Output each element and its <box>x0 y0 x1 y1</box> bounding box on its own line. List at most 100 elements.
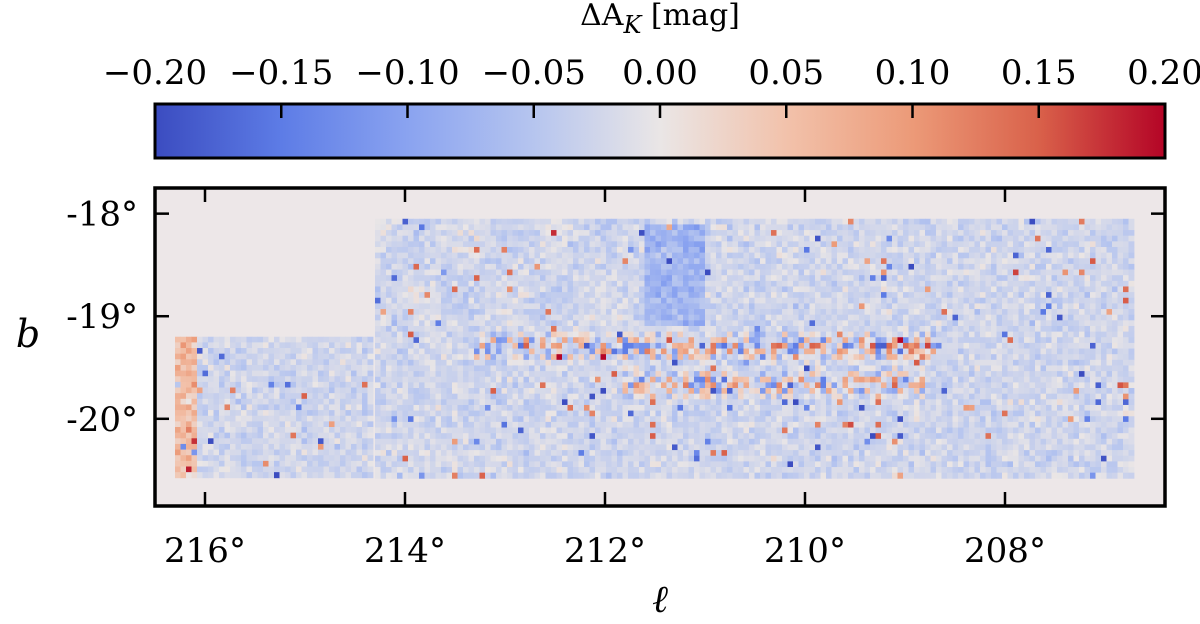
heatmap-cell <box>534 455 541 462</box>
heatmap-cell <box>540 230 546 237</box>
heatmap-cell <box>721 286 728 293</box>
heatmap-cell <box>738 455 744 462</box>
heatmap-cell <box>650 410 656 417</box>
heatmap-cell <box>936 427 942 434</box>
heatmap-cell <box>760 433 766 440</box>
heatmap-cell <box>826 433 832 440</box>
heatmap-cell <box>743 450 750 457</box>
heatmap-cell <box>908 246 915 254</box>
heatmap-cell <box>468 252 475 259</box>
heatmap-cell <box>842 337 849 344</box>
heatmap-cell <box>721 280 728 287</box>
heatmap-cell <box>952 275 959 282</box>
heatmap-cell <box>782 252 788 259</box>
heatmap-cell <box>556 224 563 231</box>
heatmap-cell <box>859 224 865 231</box>
heatmap-cell <box>716 331 722 338</box>
heatmap-cell <box>677 275 684 282</box>
heatmap-cell <box>820 230 827 237</box>
heatmap-cell <box>727 354 733 361</box>
heatmap-cell <box>875 286 882 293</box>
heatmap-cell <box>881 354 887 361</box>
heatmap-cell <box>754 292 761 299</box>
heatmap-cell <box>886 450 893 457</box>
heatmap-cell <box>710 399 717 406</box>
heatmap-cell <box>562 371 568 378</box>
heatmap-cell <box>925 359 931 366</box>
heatmap-cell <box>688 252 695 259</box>
heatmap-cell <box>600 365 607 372</box>
heatmap-cell <box>930 467 937 474</box>
heatmap-cell <box>870 382 876 389</box>
heatmap-cell <box>716 235 722 242</box>
heatmap-cell <box>518 354 524 361</box>
heatmap-cell <box>507 371 513 378</box>
heatmap-cell <box>529 427 535 434</box>
heatmap-cell <box>573 230 579 237</box>
heatmap-cell <box>529 416 535 423</box>
heatmap-cell <box>595 410 601 417</box>
heatmap-cell <box>732 388 739 395</box>
heatmap-cell <box>518 258 524 265</box>
heatmap-cell <box>617 455 623 462</box>
heatmap-cell <box>721 297 728 304</box>
heatmap-cell <box>754 359 761 366</box>
heatmap-cell <box>930 280 937 287</box>
heatmap-cell <box>683 393 689 400</box>
heatmap-cell <box>936 371 942 378</box>
heatmap-cell <box>782 388 788 395</box>
heatmap-cell <box>749 280 755 287</box>
heatmap-cell <box>683 292 689 299</box>
heatmap-cell <box>611 292 618 299</box>
heatmap-cell <box>897 286 904 293</box>
heatmap-cell <box>402 230 409 237</box>
heatmap-cell <box>787 241 794 248</box>
heatmap-cell <box>963 241 970 248</box>
heatmap-cell <box>881 410 887 417</box>
heatmap-cell <box>617 314 623 321</box>
heatmap-cell <box>710 461 717 468</box>
heatmap-cell <box>633 410 640 417</box>
heatmap-cell <box>380 280 387 287</box>
heatmap-cell <box>523 472 530 479</box>
heatmap-cell <box>457 241 464 248</box>
heatmap-cell <box>793 292 799 299</box>
heatmap-cell <box>534 218 541 225</box>
heatmap-cell <box>793 303 799 310</box>
heatmap-cell <box>760 275 766 282</box>
heatmap-cell <box>633 246 640 254</box>
heatmap-cell <box>815 404 821 411</box>
heatmap-cell <box>474 393 480 400</box>
heatmap-cell <box>633 292 640 299</box>
heatmap-cell <box>589 275 596 282</box>
heatmap-cell <box>958 382 964 389</box>
heatmap-cell <box>419 382 425 389</box>
heatmap-cell <box>963 246 970 254</box>
heatmap-cell <box>606 292 612 299</box>
heatmap-cell <box>842 365 849 372</box>
heatmap-cell <box>501 354 508 361</box>
heatmap-cell <box>622 472 629 479</box>
heatmap-cell <box>435 399 442 406</box>
heatmap-cell <box>754 252 761 259</box>
heatmap-cell <box>771 246 777 254</box>
heatmap-cell <box>457 280 464 287</box>
heatmap-cell <box>501 337 508 344</box>
heatmap-cell <box>463 280 469 287</box>
heatmap-cell <box>545 320 552 327</box>
heatmap-cell <box>523 269 530 276</box>
heatmap-cell <box>705 444 711 451</box>
heatmap-cell <box>584 297 590 304</box>
heatmap-cell <box>925 461 931 468</box>
heatmap-cell <box>771 455 777 462</box>
heatmap-cell <box>611 404 618 411</box>
heatmap-cell <box>655 438 662 445</box>
heatmap-cell <box>408 354 414 361</box>
heatmap-cell <box>446 342 453 349</box>
heatmap-cell <box>375 467 381 474</box>
heatmap-cell <box>776 275 783 282</box>
heatmap-cell <box>699 331 706 338</box>
heatmap-cell <box>815 224 821 231</box>
heatmap-cell <box>380 354 387 361</box>
heatmap-cell <box>776 230 783 237</box>
